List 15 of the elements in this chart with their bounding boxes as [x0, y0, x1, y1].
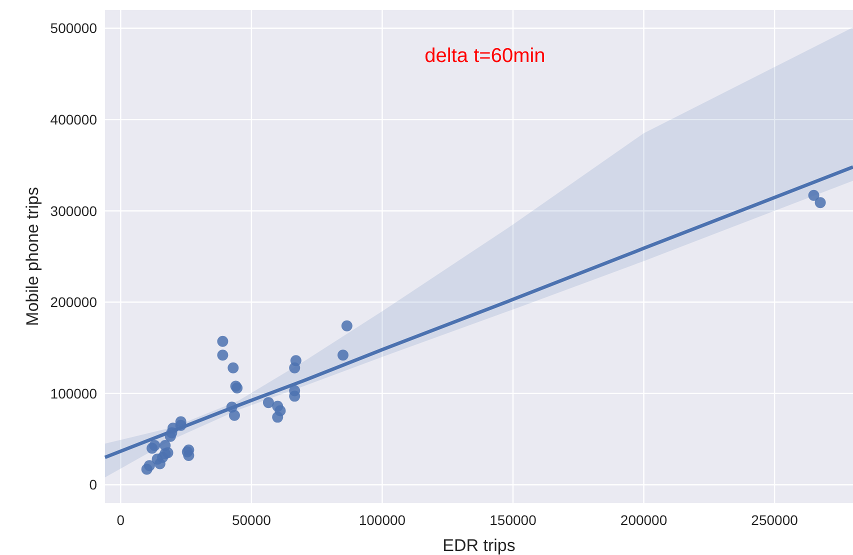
- annotation: delta t=60min: [424, 45, 546, 67]
- x-tick-label: 250000: [751, 512, 798, 528]
- x-tick-label: 0: [116, 512, 125, 528]
- y-tick-label: 500000: [50, 20, 98, 36]
- y-axis-title: Mobile phone trips: [23, 187, 42, 326]
- x-axis-title: EDR trips: [442, 536, 516, 555]
- x-tick-label: 100000: [358, 512, 406, 528]
- y-tick-label: 300000: [50, 202, 98, 219]
- y-tick-label: 400000: [50, 111, 98, 128]
- y-tick-label: 0: [89, 476, 98, 493]
- y-tick-label: 200000: [50, 294, 98, 310]
- x-tick-label: 50000: [232, 512, 272, 528]
- x-tick-label: 150000: [490, 512, 537, 528]
- y-tick-label: 100000: [50, 385, 98, 402]
- x-tick-label: 200000: [620, 512, 668, 528]
